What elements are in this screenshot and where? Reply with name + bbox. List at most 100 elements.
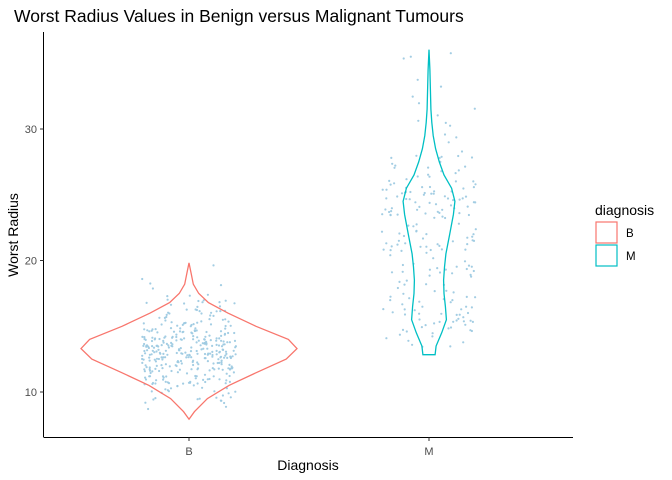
legend: diagnosis BM [595, 202, 654, 267]
data-point [206, 378, 209, 381]
data-point [151, 349, 154, 352]
data-point [474, 228, 477, 231]
data-point [169, 303, 173, 306]
data-point [445, 289, 448, 292]
data-point [434, 203, 438, 206]
data-point [192, 323, 195, 326]
data-point [164, 319, 167, 322]
data-point [400, 249, 403, 252]
data-point [403, 313, 407, 316]
data-point [189, 380, 192, 383]
data-point [415, 230, 418, 233]
data-point [403, 283, 406, 286]
data-point [204, 335, 207, 338]
data-point [467, 213, 470, 217]
data-point [440, 155, 443, 158]
data-point [431, 335, 434, 338]
data-point [232, 371, 235, 374]
data-point [388, 179, 391, 182]
legend-key-B [595, 221, 618, 244]
data-point [433, 322, 436, 325]
data-point [163, 336, 166, 339]
data-point [205, 330, 208, 334]
data-point [176, 360, 179, 363]
data-point [449, 301, 452, 304]
data-point [465, 295, 468, 298]
data-point [438, 244, 441, 247]
data-point [432, 257, 435, 260]
data-point [234, 345, 237, 348]
data-point [213, 368, 216, 371]
x-tick-label: M [424, 446, 433, 458]
data-point [218, 378, 221, 381]
data-point [176, 371, 179, 374]
data-point [223, 401, 226, 405]
data-point [201, 386, 204, 389]
data-point [421, 186, 424, 189]
data-point [396, 195, 399, 198]
data-point [409, 190, 412, 194]
data-point [389, 299, 392, 302]
data-point [215, 353, 218, 356]
data-point [143, 342, 146, 346]
data-point [154, 382, 157, 385]
data-point [472, 180, 475, 183]
data-point [154, 397, 157, 400]
data-point [166, 295, 169, 298]
data-point [229, 396, 232, 399]
data-point [227, 320, 230, 323]
data-point [398, 232, 401, 235]
data-point [420, 326, 423, 329]
data-point [443, 133, 447, 136]
data-point [417, 102, 421, 105]
data-point [224, 324, 227, 328]
data-point [438, 211, 441, 214]
data-point [228, 341, 231, 344]
data-point [425, 283, 428, 286]
data-point [471, 235, 474, 238]
data-point [427, 173, 430, 176]
data-point [391, 162, 394, 165]
data-point [215, 337, 218, 340]
data-point [161, 358, 164, 361]
data-point [203, 342, 206, 345]
data-point [151, 381, 155, 385]
data-point [405, 178, 408, 181]
data-point [393, 182, 396, 185]
data-point [165, 315, 168, 319]
data-point [185, 356, 188, 359]
data-point [179, 359, 183, 363]
data-point [164, 349, 167, 352]
data-point [233, 331, 236, 335]
data-point [182, 322, 186, 325]
data-point [155, 357, 159, 360]
data-point [212, 264, 215, 267]
data-point [428, 185, 432, 189]
data-point [382, 248, 385, 251]
data-point [162, 339, 165, 342]
data-point [197, 363, 200, 366]
data-point [457, 169, 460, 172]
data-point [197, 299, 200, 303]
data-point [141, 361, 144, 364]
data-point [469, 273, 472, 276]
data-point [195, 341, 198, 344]
data-point [234, 390, 237, 393]
data-point [390, 210, 393, 213]
data-point [211, 353, 214, 357]
data-point [402, 234, 406, 238]
data-point [178, 330, 182, 333]
data-point [381, 188, 384, 191]
data-point [421, 305, 424, 308]
data-point [451, 272, 454, 275]
data-point [203, 352, 207, 356]
data-point [411, 343, 414, 346]
data-point [226, 341, 229, 344]
data-point [158, 351, 161, 354]
data-point [446, 197, 450, 200]
data-point [198, 310, 201, 313]
data-point [452, 199, 455, 202]
data-point [458, 198, 461, 201]
data-point [401, 303, 404, 306]
